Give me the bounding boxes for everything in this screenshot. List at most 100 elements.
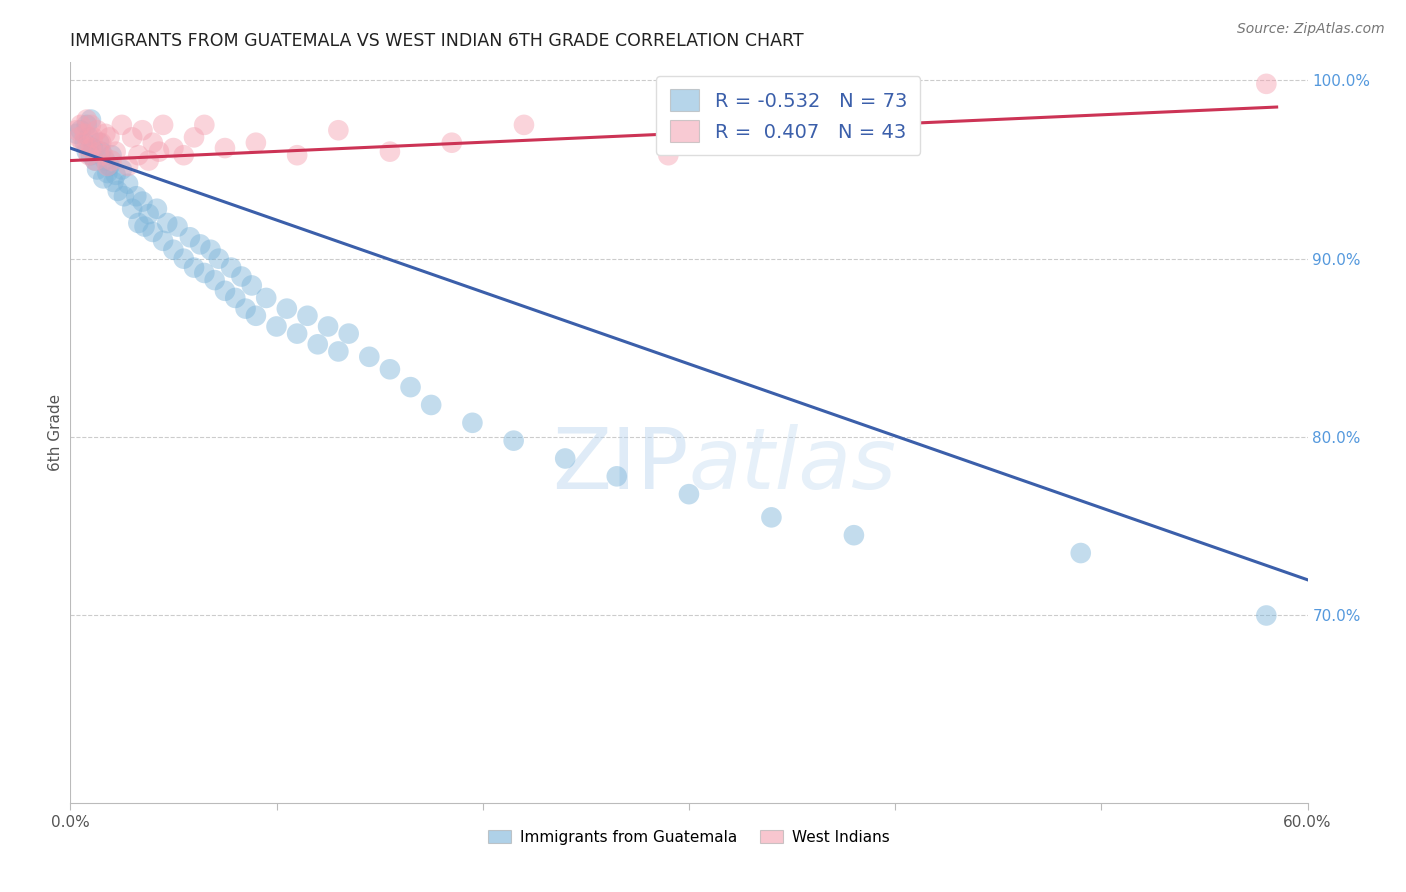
Point bbox=[89, 145, 111, 159]
Point bbox=[86, 123, 108, 137]
Point bbox=[111, 162, 134, 177]
Point bbox=[146, 202, 169, 216]
Point bbox=[65, 127, 87, 141]
Point bbox=[134, 219, 156, 234]
Point bbox=[90, 145, 112, 159]
Text: IMMIGRANTS FROM GUATEMALA VS WEST INDIAN 6TH GRADE CORRELATION CHART: IMMIGRANTS FROM GUATEMALA VS WEST INDIAN… bbox=[70, 32, 804, 50]
Point bbox=[231, 269, 253, 284]
Point bbox=[162, 243, 184, 257]
Point bbox=[107, 184, 129, 198]
Point bbox=[98, 159, 121, 173]
Point bbox=[117, 159, 139, 173]
Point bbox=[378, 145, 401, 159]
Point bbox=[82, 141, 104, 155]
Text: Source: ZipAtlas.com: Source: ZipAtlas.com bbox=[1237, 22, 1385, 37]
Point bbox=[100, 148, 122, 162]
Point bbox=[193, 118, 215, 132]
Point bbox=[307, 337, 329, 351]
Point bbox=[96, 166, 118, 180]
Point bbox=[214, 284, 236, 298]
Point bbox=[84, 153, 107, 168]
Point bbox=[513, 118, 536, 132]
Point bbox=[103, 175, 125, 189]
Point bbox=[76, 112, 98, 127]
Point bbox=[554, 451, 576, 466]
Point bbox=[461, 416, 484, 430]
Point bbox=[235, 301, 257, 316]
Point bbox=[285, 326, 308, 341]
Point bbox=[208, 252, 231, 266]
Point bbox=[125, 189, 148, 203]
Point bbox=[131, 194, 153, 209]
Point bbox=[76, 139, 98, 153]
Point bbox=[337, 326, 360, 341]
Point bbox=[245, 136, 267, 150]
Point bbox=[80, 118, 103, 132]
Point bbox=[77, 148, 100, 162]
Point bbox=[359, 350, 381, 364]
Point bbox=[399, 380, 422, 394]
Point bbox=[179, 230, 201, 244]
Point bbox=[142, 136, 165, 150]
Point bbox=[127, 148, 149, 162]
Point bbox=[138, 153, 160, 168]
Point bbox=[80, 148, 103, 162]
Point bbox=[77, 130, 100, 145]
Point bbox=[76, 145, 98, 159]
Point bbox=[276, 301, 298, 316]
Point bbox=[678, 487, 700, 501]
Point bbox=[173, 148, 195, 162]
Point bbox=[76, 118, 98, 132]
Point bbox=[72, 136, 94, 150]
Point bbox=[200, 243, 222, 257]
Point bbox=[297, 309, 319, 323]
Point bbox=[245, 309, 267, 323]
Point bbox=[94, 127, 117, 141]
Point bbox=[152, 234, 174, 248]
Point bbox=[842, 528, 865, 542]
Point bbox=[188, 237, 211, 252]
Point bbox=[89, 136, 111, 150]
Point bbox=[166, 219, 188, 234]
Point bbox=[266, 319, 288, 334]
Point bbox=[1070, 546, 1092, 560]
Point bbox=[80, 141, 103, 155]
Point bbox=[1256, 608, 1278, 623]
Point bbox=[328, 123, 350, 137]
Point bbox=[193, 266, 215, 280]
Point bbox=[152, 118, 174, 132]
Point bbox=[67, 130, 90, 145]
Point bbox=[73, 136, 96, 150]
Point bbox=[127, 216, 149, 230]
Point bbox=[112, 189, 135, 203]
Point bbox=[73, 127, 96, 141]
Point bbox=[316, 319, 339, 334]
Point bbox=[104, 168, 127, 182]
Point bbox=[204, 273, 226, 287]
Point bbox=[328, 344, 350, 359]
Point bbox=[98, 130, 121, 145]
Point bbox=[104, 145, 127, 159]
Point bbox=[100, 153, 122, 168]
Point bbox=[420, 398, 443, 412]
Point bbox=[142, 225, 165, 239]
Point bbox=[502, 434, 524, 448]
Point bbox=[111, 118, 134, 132]
Legend: Immigrants from Guatemala, West Indians: Immigrants from Guatemala, West Indians bbox=[482, 823, 896, 851]
Point bbox=[84, 153, 107, 168]
Text: atlas: atlas bbox=[689, 425, 897, 508]
Y-axis label: 6th Grade: 6th Grade bbox=[48, 394, 63, 471]
Point bbox=[173, 252, 195, 266]
Point bbox=[91, 148, 114, 162]
Point bbox=[657, 148, 679, 162]
Point bbox=[86, 162, 108, 177]
Point bbox=[606, 469, 628, 483]
Point bbox=[91, 171, 114, 186]
Point bbox=[214, 141, 236, 155]
Point bbox=[761, 510, 783, 524]
Point bbox=[96, 159, 118, 173]
Point bbox=[224, 291, 246, 305]
Point bbox=[254, 291, 277, 305]
Point bbox=[90, 136, 112, 150]
Point bbox=[148, 145, 170, 159]
